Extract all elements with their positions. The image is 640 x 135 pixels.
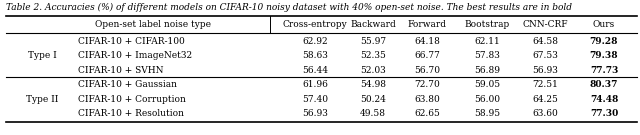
Text: 56.44: 56.44: [302, 66, 328, 75]
Text: 61.96: 61.96: [302, 80, 328, 89]
Text: 49.58: 49.58: [360, 109, 386, 118]
Text: 77.73: 77.73: [590, 66, 618, 75]
Text: 52.35: 52.35: [360, 51, 386, 60]
Text: 58.95: 58.95: [474, 109, 500, 118]
Text: 63.60: 63.60: [532, 109, 558, 118]
Text: 64.58: 64.58: [532, 37, 558, 46]
Text: 79.28: 79.28: [589, 37, 618, 46]
Text: 56.00: 56.00: [474, 95, 500, 104]
Text: 64.18: 64.18: [414, 37, 440, 46]
Text: Ours: Ours: [593, 20, 615, 29]
Text: 72.70: 72.70: [414, 80, 440, 89]
Text: 62.65: 62.65: [414, 109, 440, 118]
Text: Bootstrap: Bootstrap: [465, 20, 509, 29]
Text: 56.70: 56.70: [414, 66, 440, 75]
Text: Forward: Forward: [408, 20, 447, 29]
Text: 57.83: 57.83: [474, 51, 500, 60]
Text: 74.48: 74.48: [590, 95, 618, 104]
Text: CIFAR-10 + CIFAR-100: CIFAR-10 + CIFAR-100: [78, 37, 185, 46]
Text: 63.80: 63.80: [414, 95, 440, 104]
Text: Cross-entropy: Cross-entropy: [283, 20, 348, 29]
Text: Table 2. Accuracies (%) of different models on CIFAR-10 noisy dataset with 40% o: Table 2. Accuracies (%) of different mod…: [6, 3, 572, 12]
Text: 64.25: 64.25: [532, 95, 558, 104]
Text: 67.53: 67.53: [532, 51, 558, 60]
Text: 54.98: 54.98: [360, 80, 386, 89]
Text: 56.89: 56.89: [474, 66, 500, 75]
Text: 62.11: 62.11: [474, 37, 500, 46]
Text: CNN-CRF: CNN-CRF: [522, 20, 568, 29]
Text: 72.51: 72.51: [532, 80, 558, 89]
Text: 56.93: 56.93: [532, 66, 558, 75]
Text: 57.40: 57.40: [302, 95, 328, 104]
Text: Type II: Type II: [26, 95, 58, 104]
Text: 59.05: 59.05: [474, 80, 500, 89]
Text: Open-set label noise type: Open-set label noise type: [95, 20, 211, 29]
Text: Type I: Type I: [28, 51, 56, 60]
Text: CIFAR-10 + Corruption: CIFAR-10 + Corruption: [78, 95, 186, 104]
Text: 55.97: 55.97: [360, 37, 386, 46]
Text: 56.93: 56.93: [302, 109, 328, 118]
Text: 58.63: 58.63: [302, 51, 328, 60]
Text: 62.92: 62.92: [302, 37, 328, 46]
Text: 66.77: 66.77: [414, 51, 440, 60]
Text: CIFAR-10 + Resolution: CIFAR-10 + Resolution: [78, 109, 184, 118]
Text: CIFAR-10 + SVHN: CIFAR-10 + SVHN: [78, 66, 163, 75]
Text: 80.37: 80.37: [590, 80, 618, 89]
Text: 52.03: 52.03: [360, 66, 386, 75]
Text: 79.38: 79.38: [589, 51, 618, 60]
Text: CIFAR-10 + Gaussian: CIFAR-10 + Gaussian: [78, 80, 177, 89]
Text: CIFAR-10 + ImageNet32: CIFAR-10 + ImageNet32: [78, 51, 192, 60]
Text: 77.30: 77.30: [590, 109, 618, 118]
Text: Backward: Backward: [350, 20, 396, 29]
Text: 50.24: 50.24: [360, 95, 386, 104]
